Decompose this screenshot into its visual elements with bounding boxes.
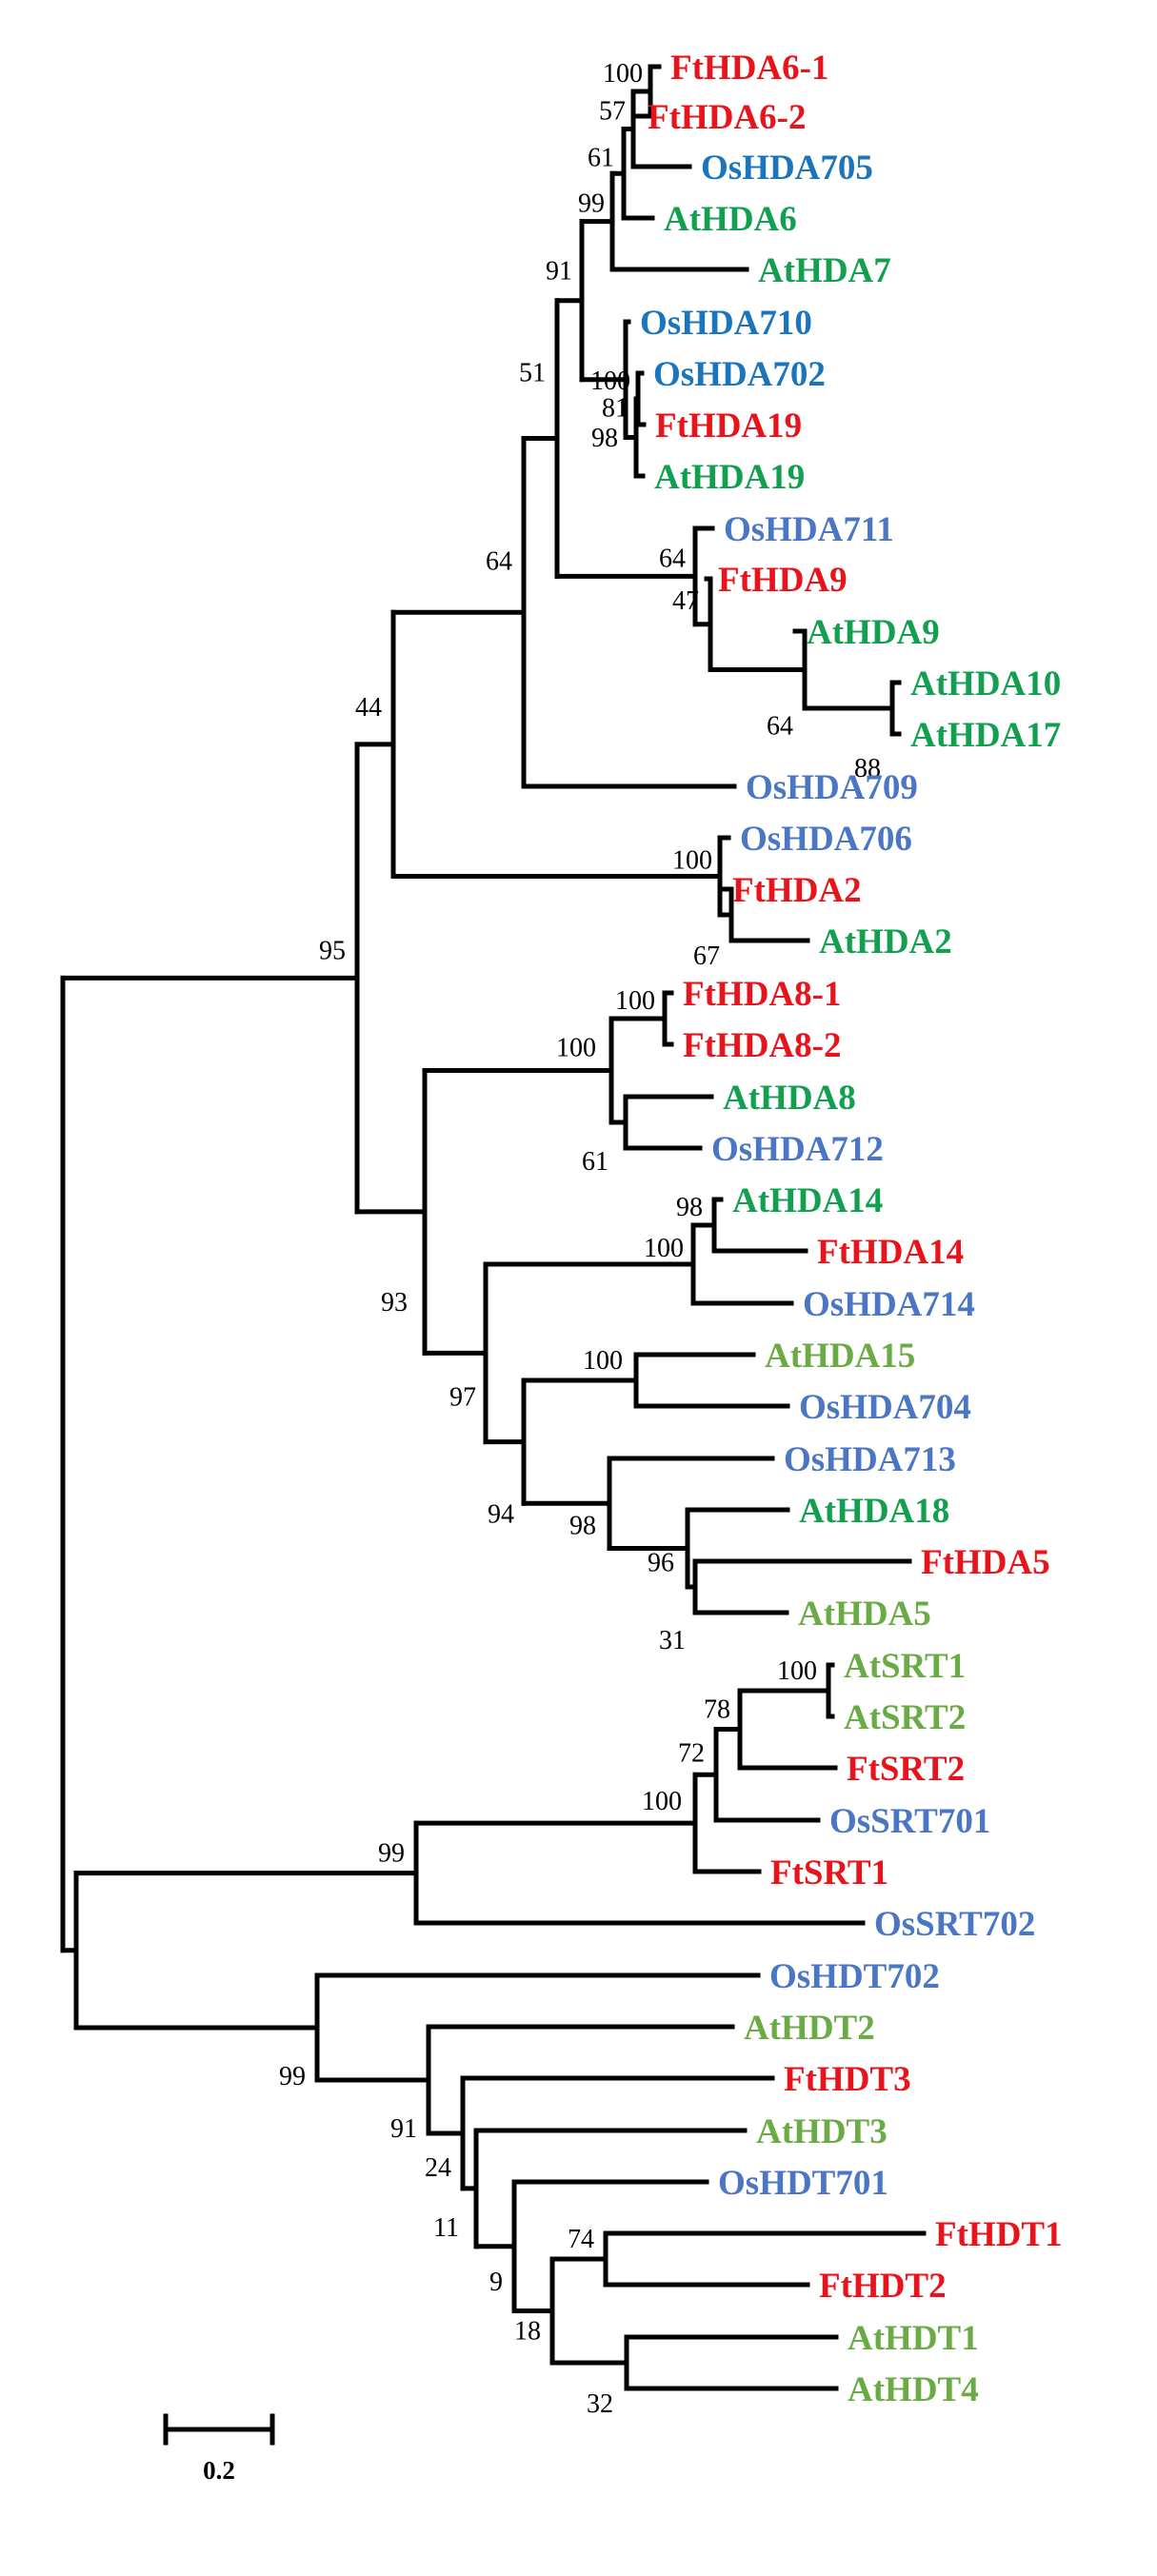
tree-branches (60, 64, 927, 2391)
bootstrap-n-class2: 93 (381, 1288, 408, 1318)
bootstrap-n-hdt3b: 11 (433, 2213, 459, 2243)
bootstrap-values: 1005761999110081985164476488641006744100… (279, 59, 881, 2419)
bootstrap-n-ft8: 100 (615, 986, 655, 1016)
taxon-label-fthda19: FtHDA19 (655, 406, 802, 446)
bootstrap-n-class1: 44 (355, 693, 382, 723)
taxon-label-fthdt1: FtHDT1 (935, 2215, 1063, 2254)
bootstrap-n-hda5a: 96 (648, 1549, 674, 1578)
taxon-label-athda14: AtHDA14 (732, 1181, 883, 1220)
bootstrap-n-hda6grp: 91 (546, 257, 572, 287)
bootstrap-n-ft6b: 57 (599, 97, 626, 127)
taxon-label-oshdt701: OsHDT701 (718, 2164, 888, 2203)
bootstrap-n-class2b: 97 (449, 1382, 476, 1412)
bootstrap-n-hdt701: 9 (489, 2268, 503, 2297)
taxon-label-athda19: AtHDA19 (654, 458, 805, 497)
bootstrap-n-hda2grp: 100 (672, 846, 712, 876)
taxon-labels: FtHDA6-1 FtHDA6-2 OsHDA705 AtHDA6 AtHDA7 OsHD… (640, 49, 1063, 2409)
bootstrap-n-at9: 64 (767, 712, 793, 742)
bootstrap-n-705: 61 (588, 143, 614, 172)
bootstrap-n-19grp: 100 (590, 367, 630, 396)
bootstrap-n-hdt14: 32 (587, 2389, 613, 2419)
bootstrap-n-at14: 98 (676, 1193, 703, 1222)
bootstrap-n-1017: 88 (854, 754, 881, 783)
taxon-label-atsrt2: AtSRT2 (844, 1698, 966, 1737)
bootstrap-n-19c: 98 (591, 424, 618, 453)
taxon-label-athdt3: AtHDT3 (756, 2112, 888, 2151)
bootstrap-n-hda14: 100 (644, 1234, 684, 1263)
taxon-label-fthda9: FtHDA9 (718, 561, 848, 600)
taxon-label-fthda2: FtHDA2 (732, 871, 862, 910)
bootstrap-n-srt701: 72 (678, 1738, 705, 1768)
taxon-label-fthda5: FtHDA5 (921, 1543, 1050, 1582)
taxon-label-oshda706: OsHDA706 (740, 820, 912, 859)
taxon-label-fthda6-2: FtHDA6-2 (648, 98, 806, 137)
bootstrap-n-srt1: 100 (642, 1787, 682, 1816)
taxon-label-oshda713: OsHDA713 (784, 1440, 956, 1479)
bootstrap-n-hda8: 100 (556, 1034, 596, 1063)
taxon-label-athda8: AtHDA8 (723, 1079, 856, 1118)
taxon-label-athda2: AtHDA2 (819, 922, 952, 961)
taxon-label-fthda8-1: FtHDA8-1 (683, 975, 841, 1014)
taxon-label-oshda709: OsHDA709 (746, 768, 918, 807)
bootstrap-n-9grp: 64 (659, 544, 686, 573)
taxon-label-athda15: AtHDA15 (765, 1337, 915, 1376)
taxon-label-athda7: AtHDA7 (758, 251, 891, 290)
bootstrap-n-at6: 99 (578, 189, 605, 219)
taxon-label-fthda6-1: FtHDA6-1 (670, 49, 828, 88)
taxon-label-ftsrt2: FtSRT2 (847, 1750, 965, 1789)
taxon-label-oshda704: OsHDA704 (799, 1388, 971, 1427)
scale-bar: 0.2 (163, 2413, 275, 2485)
bootstrap-n-srt: 99 (378, 1839, 405, 1869)
bootstrap-n-hdt1a: 74 (568, 2225, 594, 2254)
bootstrap-n-grp1: 51 (519, 359, 546, 388)
bootstrap-n-root-hda: 95 (319, 936, 346, 965)
taxon-label-ossrt702: OsSRT702 (874, 1905, 1035, 1944)
bootstrap-n-hda8b: 61 (582, 1147, 608, 1177)
taxon-label-fthdt3: FtHDT3 (784, 2060, 911, 2099)
bootstrap-n-srt2: 78 (704, 1695, 730, 1725)
scale-bar-label: 0.2 (203, 2456, 235, 2485)
bootstrap-n-9b: 47 (672, 586, 699, 616)
taxon-label-athdt4: AtHDT4 (848, 2370, 979, 2409)
bootstrap-n-hda5b: 31 (659, 1626, 686, 1655)
taxon-label-athda9: AtHDA9 (807, 613, 940, 652)
taxon-label-athda17: AtHDA17 (910, 716, 1061, 755)
taxon-label-athda6: AtHDA6 (664, 200, 797, 239)
bootstrap-n-hdt1b: 18 (514, 2317, 541, 2347)
bootstrap-n-ft6: 100 (603, 59, 643, 89)
bootstrap-n-hda15: 100 (583, 1346, 623, 1376)
taxon-label-oshda712: OsHDA712 (711, 1130, 884, 1169)
bootstrap-n-atsrt: 100 (777, 1656, 817, 1686)
bootstrap-n-hdt2: 91 (390, 2114, 417, 2144)
bootstrap-n-hda18: 98 (569, 1511, 596, 1540)
taxon-label-fthdt2: FtHDT2 (819, 2267, 947, 2306)
taxon-label-oshda711: OsHDA711 (724, 510, 894, 549)
taxon-label-oshdt702: OsHDT702 (769, 1957, 940, 1996)
taxon-label-athda5: AtHDA5 (798, 1595, 931, 1634)
taxon-label-oshda705: OsHDA705 (701, 149, 873, 188)
taxon-label-ftsrt1: FtSRT1 (770, 1853, 888, 1892)
bootstrap-n-hdt3: 24 (425, 2153, 451, 2183)
taxon-label-fthda14: FtHDA14 (817, 1233, 964, 1272)
taxon-label-atsrt1: AtSRT1 (844, 1647, 966, 1686)
taxon-label-oshda702: OsHDA702 (653, 355, 826, 394)
taxon-label-athdt1: AtHDT1 (848, 2319, 979, 2358)
taxon-label-ossrt701: OsSRT701 (829, 1802, 990, 1841)
bootstrap-n-19b: 81 (602, 394, 628, 424)
taxon-label-athda18: AtHDA18 (799, 1492, 949, 1531)
bootstrap-n-hdt: 99 (279, 2062, 306, 2091)
taxon-label-oshda710: OsHDA710 (640, 304, 812, 343)
bootstrap-n-hda2b: 67 (693, 941, 720, 971)
bootstrap-n-hda15-18: 94 (488, 1500, 514, 1530)
taxon-label-athda10: AtHDA10 (910, 664, 1061, 703)
taxon-label-fthda8-2: FtHDA8-2 (683, 1026, 841, 1065)
taxon-label-oshda714: OsHDA714 (803, 1285, 975, 1324)
bootstrap-n-grp1plus: 64 (486, 546, 512, 576)
taxon-label-athdt2: AtHDT2 (744, 2009, 875, 2048)
